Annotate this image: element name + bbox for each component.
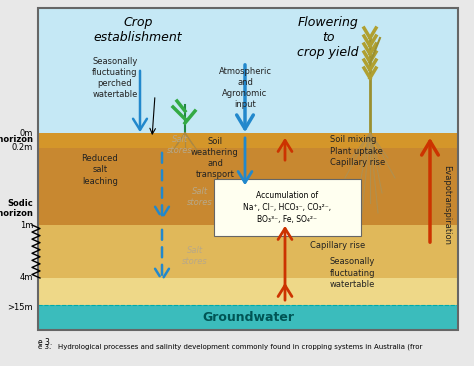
Text: Crop
establishment: Crop establishment — [94, 16, 182, 44]
Bar — [38, 8, 458, 330]
Text: Evapotranspiration: Evapotranspiration — [443, 165, 452, 245]
Text: Reduced
salt
leaching: Reduced salt leaching — [82, 154, 118, 186]
Bar — [38, 148, 458, 225]
Text: 0.2m: 0.2m — [12, 143, 33, 153]
Text: e 3.: e 3. — [38, 338, 52, 347]
Text: 1m: 1m — [19, 220, 33, 229]
Bar — [38, 8, 458, 133]
Bar — [38, 225, 458, 278]
Text: B horizon: B horizon — [0, 209, 33, 217]
Bar — [38, 133, 458, 148]
Text: >15m: >15m — [8, 303, 33, 313]
Bar — [38, 278, 458, 305]
Text: Salt
stores: Salt stores — [187, 187, 213, 207]
Text: Groundwater: Groundwater — [202, 311, 294, 324]
FancyArrowPatch shape — [155, 230, 169, 280]
FancyArrowPatch shape — [278, 285, 292, 300]
Text: Salt
stores: Salt stores — [182, 246, 208, 266]
FancyArrowPatch shape — [422, 141, 438, 242]
Text: A horizon: A horizon — [0, 135, 33, 145]
Text: Capillary rise: Capillary rise — [310, 240, 365, 250]
Text: Sodic: Sodic — [7, 198, 33, 208]
Text: Soil mixing
Plant uptake
Capillary rise: Soil mixing Plant uptake Capillary rise — [330, 135, 385, 167]
FancyArrowPatch shape — [133, 71, 147, 130]
FancyArrowPatch shape — [238, 138, 252, 183]
FancyArrowPatch shape — [155, 153, 169, 218]
Text: Seasonally
fluctuating
watertable: Seasonally fluctuating watertable — [330, 257, 375, 289]
FancyBboxPatch shape — [214, 179, 361, 236]
Text: Flowering
to
crop yield: Flowering to crop yield — [297, 16, 359, 59]
Text: e 3.   Hydrological processes and salinity development commonly found in croppin: e 3. Hydrological processes and salinity… — [38, 344, 422, 351]
Text: Accumulation of
Na⁺, Cl⁻, HCO₃⁻, CO₃²⁻,
BO₃³⁻, Fe, SO₄²⁻: Accumulation of Na⁺, Cl⁻, HCO₃⁻, CO₃²⁻, … — [244, 191, 331, 224]
Text: Soil
weathering
and
transport: Soil weathering and transport — [191, 137, 239, 179]
FancyArrowPatch shape — [278, 228, 292, 287]
Text: Atmospheric
and
Agronomic
input: Atmospheric and Agronomic input — [219, 67, 272, 109]
Bar — [38, 305, 458, 330]
FancyArrowPatch shape — [237, 65, 253, 129]
Text: 4m: 4m — [19, 273, 33, 283]
Text: Salt
stores: Salt stores — [167, 135, 193, 155]
FancyArrowPatch shape — [278, 141, 292, 160]
Text: Seasonally
fluctuating
perched
watertable: Seasonally fluctuating perched watertabl… — [92, 57, 138, 99]
Text: 0m: 0m — [19, 128, 33, 138]
